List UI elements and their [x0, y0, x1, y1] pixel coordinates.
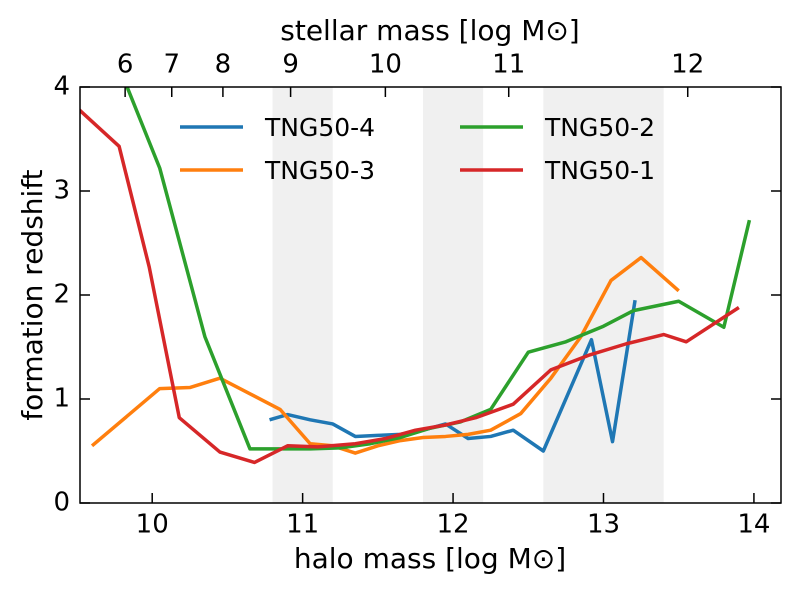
series-line	[90, 255, 680, 455]
x2-axis-label: stellar mass [log M⊙]	[280, 14, 579, 47]
plot-frame	[79, 86, 782, 504]
x-tick-label: 11	[286, 510, 319, 540]
y-tick-label: 1	[53, 384, 70, 414]
y-axis-label: formation redshift	[16, 169, 49, 420]
lines	[80, 87, 752, 465]
x-tick-label: 13	[587, 510, 620, 540]
x-tick-label: 10	[136, 510, 169, 540]
legend-label: TNG50-2	[544, 113, 655, 142]
x-axis-label: halo mass [log M⊙]	[294, 542, 566, 575]
legend-label: TNG50-3	[264, 156, 375, 185]
x2-tick-label: 9	[282, 50, 299, 80]
x2-tick-label: 6	[117, 50, 134, 80]
x2-tick-label: 8	[215, 50, 232, 80]
y-tick-label: 2	[53, 280, 70, 310]
y-tick-label: 0	[53, 488, 70, 518]
x2-tick-label: 11	[492, 50, 525, 80]
x-tick-label: 12	[437, 510, 470, 540]
x2-tick-label: 7	[163, 50, 180, 80]
shaded-band	[272, 87, 333, 503]
legend-label: TNG50-1	[544, 156, 655, 185]
x2-tick-label: 12	[671, 50, 704, 80]
y-tick-label: 4	[53, 72, 70, 102]
legend-label: TNG50-4	[264, 113, 375, 142]
shaded-band	[422, 87, 484, 503]
x-tick-label: 14	[737, 510, 770, 540]
bands	[272, 87, 664, 503]
y-tick-label: 3	[53, 176, 70, 206]
series-line	[80, 108, 740, 465]
x2-tick-label: 10	[369, 50, 402, 80]
